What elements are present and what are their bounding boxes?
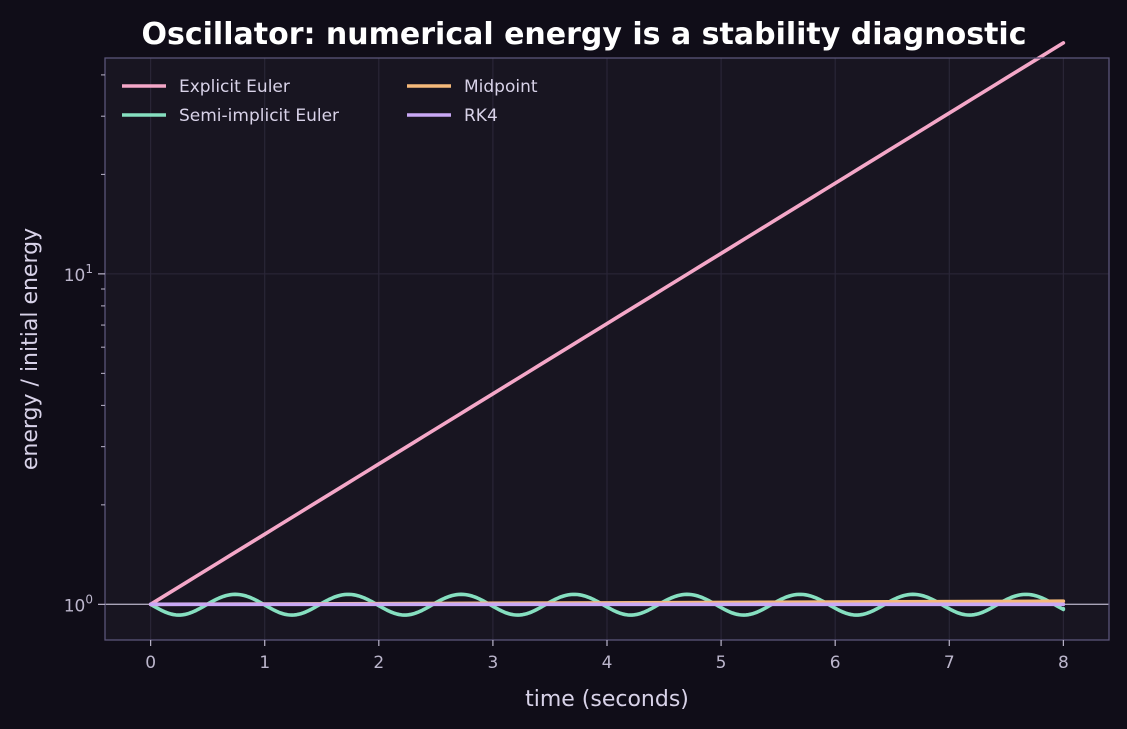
series-line-0 (148, 41, 1066, 607)
legend-label-2: Midpoint (464, 77, 538, 97)
x-axis-label: time (seconds) (525, 687, 689, 712)
y-tick-label-1: 101 (64, 262, 93, 286)
x-tick-label-3: 3 (487, 653, 498, 673)
grid-lines (105, 58, 1109, 640)
x-tick-label-2: 2 (373, 653, 384, 673)
x-axis-ticks: 0 1 2 3 4 5 6 7 8 (145, 640, 1069, 673)
x-tick-label-8: 8 (1058, 653, 1069, 673)
x-tick-label-0: 0 (145, 653, 156, 673)
y-axis-label: energy / initial energy (18, 228, 43, 470)
x-tick-label-4: 4 (602, 653, 613, 673)
series-lines (148, 41, 1066, 617)
series-line-1 (148, 592, 1066, 617)
legend-label-3: RK4 (464, 106, 498, 126)
x-tick-label-6: 6 (830, 653, 841, 673)
x-tick-label-5: 5 (716, 653, 727, 673)
y-axis-ticks: 100 101 (64, 74, 105, 616)
y-tick-label-0: 100 (64, 592, 93, 616)
legend: Explicit Euler Semi-implicit Euler Midpoin… (122, 77, 538, 126)
x-tick-label-7: 7 (944, 653, 955, 673)
x-tick-label-1: 1 (259, 653, 270, 673)
legend-label-0: Explicit Euler (179, 77, 290, 97)
legend-label-1: Semi-implicit Euler (179, 106, 339, 126)
chart-title: Oscillator: numerical energy is a stabil… (142, 17, 1027, 52)
